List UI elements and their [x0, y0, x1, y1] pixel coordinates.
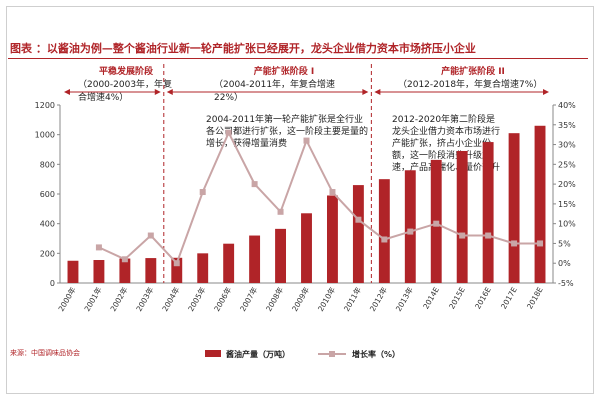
bar-2007年 [249, 235, 261, 283]
category-label: 2017E [499, 285, 519, 310]
phase-2-arrow-head-left [166, 89, 173, 95]
category-label: 2007年 [237, 285, 259, 313]
bar-2013年 [404, 170, 416, 283]
bar-2003年 [145, 258, 157, 283]
phase-1-title: 平稳发展阶段 [98, 67, 153, 77]
figure-title: 图表 ：以酱油为例—整个酱油行业新一轮产能扩张已经展开，龙头企业借力资本市场挤压… [10, 42, 476, 55]
right-tick-label: 0% [558, 259, 571, 268]
category-label: 2013年 [393, 285, 415, 313]
category-label: 2000年 [56, 285, 78, 313]
category-label: 2011年 [341, 285, 363, 313]
category-label: 2004年 [160, 285, 182, 313]
phase-3-arrow-head-left [374, 89, 381, 95]
growth-point-2008年 [277, 208, 284, 215]
growth-point-2007年 [251, 181, 258, 188]
right-tick-label: 5% [558, 239, 571, 248]
phase-2-arrow-head-right [362, 89, 369, 95]
phase-1-text: （2000-2003年，年复合增速4%） [78, 80, 173, 103]
category-label: 2005年 [185, 285, 207, 313]
title-rule [8, 58, 588, 59]
category-label: 2006年 [211, 285, 233, 313]
growth-point-2001年 [95, 244, 102, 251]
right-tick-label: 30% [558, 141, 576, 150]
growth-point-2006年 [225, 129, 232, 136]
left-tick-label: 1000 [35, 131, 55, 140]
left-tick-label: 200 [40, 249, 55, 258]
legend-line-label: 增长率（%） [352, 349, 400, 359]
growth-point-2004年 [173, 260, 180, 267]
growth-point-2015E [459, 232, 466, 239]
right-tick-label: 10% [558, 220, 576, 229]
phase-3-arrow-head-right [543, 89, 549, 95]
bar-2012年 [378, 179, 390, 283]
bar-2015E [456, 150, 468, 283]
growth-point-2018E [537, 240, 544, 247]
phase-3-label: 产能扩张阶段 II （2012-2018年，年复合增速7%） [398, 66, 548, 92]
left-tick-label: 1200 [35, 101, 55, 110]
growth-point-2011年 [355, 216, 362, 223]
phase-3-title: 产能扩张阶段 II [441, 67, 505, 77]
category-label: 2012年 [367, 285, 389, 313]
growth-point-2010年 [329, 189, 336, 196]
right-tick-label: 25% [558, 160, 576, 169]
source-note: 来源：中国调味品协会 [10, 349, 80, 357]
bar-2016E [482, 142, 494, 283]
right-tick-label: 40% [558, 101, 576, 110]
category-label: 2001年 [82, 285, 104, 313]
phase-3-text: （2012-2018年，年复合增速7%） [398, 80, 543, 90]
bar-2017E [508, 133, 520, 283]
bar-2004年 [171, 257, 183, 283]
category-label: 2018E [525, 285, 545, 310]
growth-point-2013年 [407, 228, 414, 235]
growth-point-2012年 [381, 236, 388, 243]
left-tick-label: 400 [40, 220, 55, 229]
category-label: 2014E [421, 285, 441, 310]
right-tick-label: -5% [558, 279, 574, 288]
category-label: 2009年 [289, 285, 311, 313]
bar-2005年 [197, 253, 209, 283]
phase-1-arrow-head-right [154, 89, 161, 95]
right-tick-label: 35% [558, 121, 576, 130]
legend-line-marker [329, 351, 335, 357]
left-tick-label: 800 [40, 160, 55, 169]
phase-1-arrow-head-left [64, 89, 70, 95]
bar-2011年 [352, 185, 364, 283]
legend-bar-label: 酱油产量（万吨） [226, 349, 290, 359]
bar-2008年 [275, 228, 287, 283]
category-label: 2010年 [315, 285, 337, 313]
category-label: 2008年 [263, 285, 285, 313]
growth-point-2005年 [199, 189, 206, 196]
category-label: 2015E [447, 285, 467, 310]
phase-1-note: 2004-2011年第一轮产能扩张是全行业各公司都进行扩张，这一阶段主要是量的增… [206, 115, 369, 149]
growth-point-2009年 [303, 137, 310, 144]
figure-frame [6, 6, 594, 394]
growth-point-2017E [511, 240, 518, 247]
category-label: 2002年 [108, 285, 130, 313]
right-tick-label: 15% [558, 200, 576, 209]
growth-point-2002年 [121, 256, 128, 263]
bar-2010年 [326, 195, 338, 283]
phase-2-title: 产能扩张阶段 I [253, 67, 315, 77]
phase-2-text: （2004-2011年，年复合增速22%） [214, 80, 336, 103]
bar-2001年 [93, 260, 105, 283]
growth-point-2016E [485, 232, 492, 239]
category-label: 2003年 [134, 285, 156, 313]
bar-2006年 [223, 243, 235, 283]
bar-2018E [534, 125, 546, 284]
growth-line [98, 130, 541, 266]
bar-2002年 [119, 258, 131, 283]
phase-2-label: 产能扩张阶段 I （2004-2011年，年复合增速22%） [214, 66, 354, 105]
growth-point-2014E [433, 220, 440, 227]
bar-2000年 [67, 260, 79, 283]
phase-2-note: 2012-2020年第二阶段是龙头企业借力资本市场进行产能扩张，挤占小企业份额，… [392, 115, 501, 173]
category-label: 2016E [473, 285, 493, 310]
legend-bar-swatch [205, 350, 221, 357]
left-tick-label: 600 [40, 190, 55, 199]
growth-point-2003年 [147, 232, 154, 239]
bar-2009年 [301, 213, 312, 283]
right-tick-label: 20% [558, 180, 576, 189]
left-tick-label: 0 [50, 279, 55, 288]
phase-1-label: 平稳发展阶段 （2000-2003年，年复合增速4%） [78, 66, 174, 105]
